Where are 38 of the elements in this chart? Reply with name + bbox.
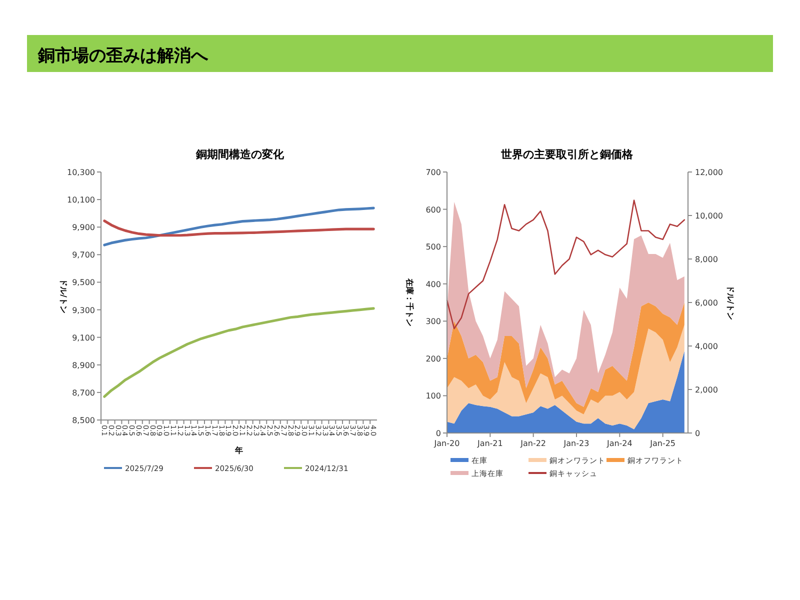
y-tick-label: 10,300 — [67, 168, 95, 177]
y2-tick-label: 10,000 — [695, 212, 723, 220]
x-tick-label: Jan-22 — [520, 439, 546, 448]
y2-tick-label: 4,000 — [695, 342, 718, 351]
y-tick-label: 700 — [426, 168, 441, 177]
y-tick-label: 10,100 — [67, 196, 95, 205]
x-tick-label: Jan-21 — [476, 439, 503, 448]
y-tick-label: 500 — [426, 242, 441, 252]
y-tick-label: 400 — [426, 280, 441, 289]
y-tick-label: 600 — [426, 205, 441, 214]
y-axis-title: 在庫：千トン — [405, 278, 415, 326]
y-tick-label: 9,100 — [72, 333, 95, 342]
y-tick-label: 8,700 — [72, 388, 95, 398]
y-tick-label: 9,300 — [72, 306, 95, 315]
y-tick-label: 0 — [436, 429, 441, 438]
x-tick-label: Jan-20 — [433, 439, 460, 448]
chart-title: 世界の主要取引所と銅価格 — [500, 148, 634, 161]
y2-tick-label: 6,000 — [695, 298, 718, 308]
y-tick-label: 8,500 — [72, 416, 95, 425]
y-tick-label: 9,500 — [72, 278, 95, 288]
x-tick-label: Jan-25 — [649, 439, 676, 448]
y-tick-label: 300 — [426, 317, 441, 326]
y-tick-label: 9,900 — [72, 223, 95, 232]
x-tick-label: Jan-23 — [562, 439, 590, 448]
y2-axis-title: ドル/トン — [726, 285, 735, 320]
y2-tick-label: 8,000 — [695, 255, 718, 264]
y2-tick-label: 0 — [695, 429, 700, 438]
y-axis-title: ドル/トン — [59, 278, 68, 314]
y2-tick-label: 12,000 — [695, 168, 723, 177]
x-axis-title: 年 — [234, 446, 243, 455]
text: 銅市場の歪みは解消へ — [37, 46, 209, 66]
y-tick-label: 200 — [426, 354, 441, 364]
y-tick-label: 8,900 — [72, 360, 95, 370]
chart-title: 銅期間構造の変化 — [195, 148, 285, 161]
y2-tick-label: 2,000 — [695, 386, 718, 394]
y-tick-label: 9,700 — [72, 250, 95, 260]
y-tick-label: 100 — [426, 392, 441, 401]
x-tick-label: Jan-24 — [606, 439, 632, 448]
